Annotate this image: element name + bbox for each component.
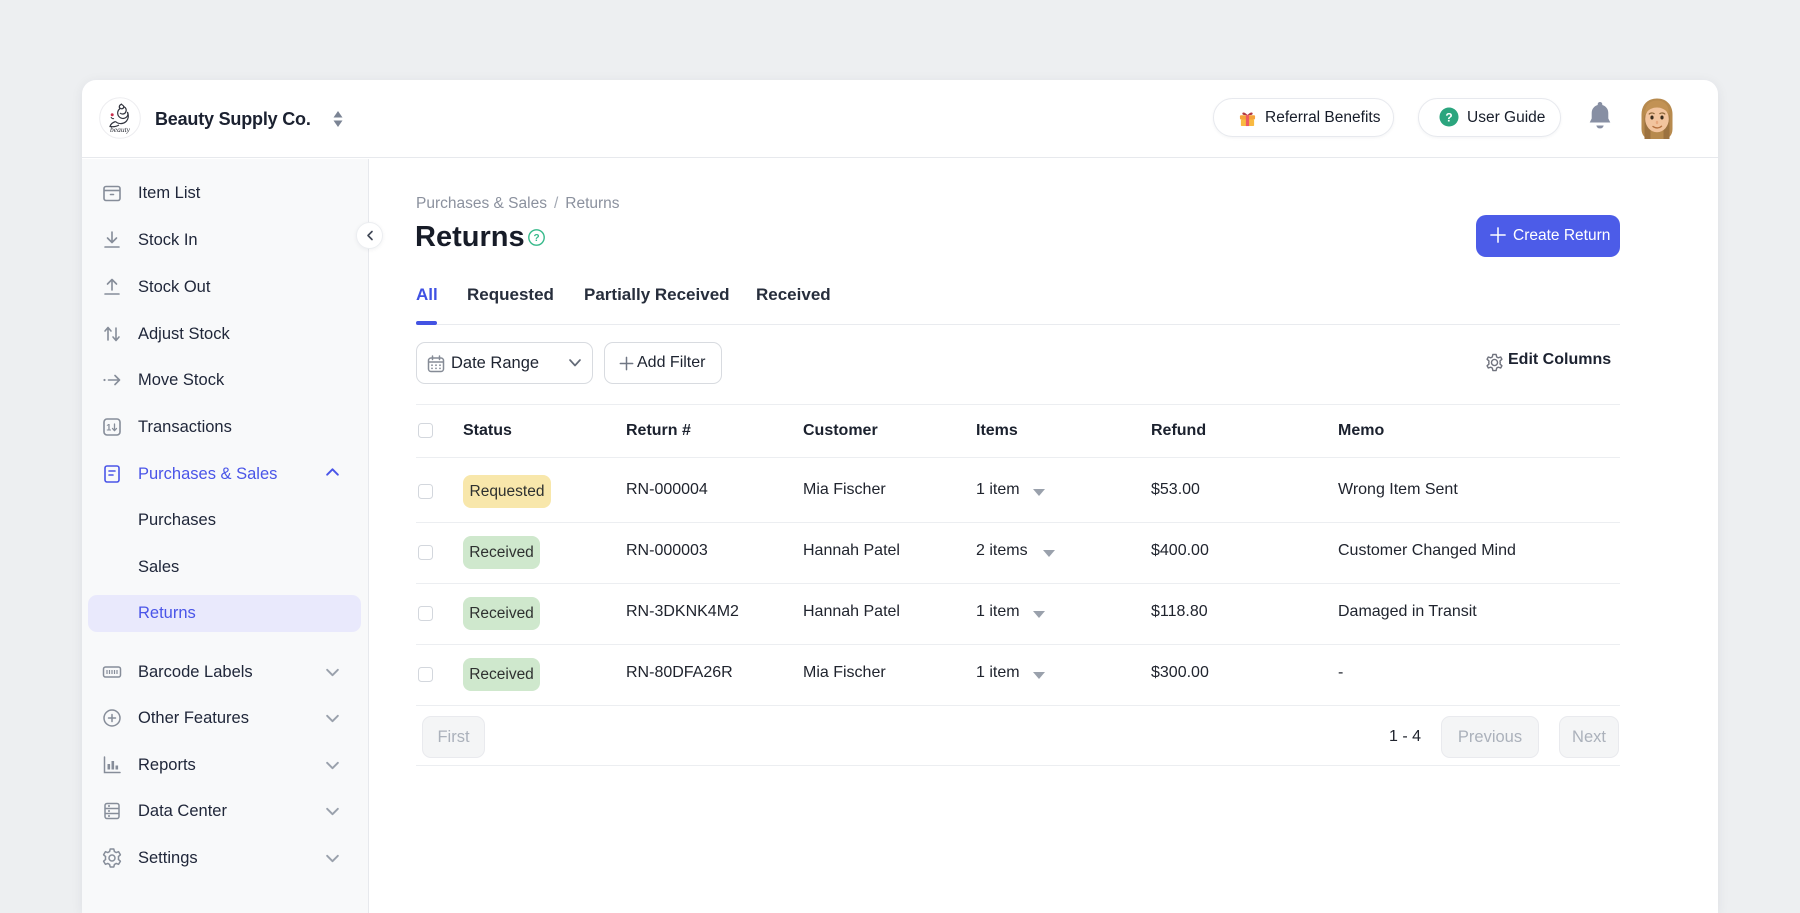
- svg-text:?: ?: [1445, 110, 1452, 124]
- svg-text:?: ?: [533, 233, 539, 244]
- svg-text:beauty: beauty: [110, 125, 131, 134]
- svg-text:1: 1: [106, 423, 111, 433]
